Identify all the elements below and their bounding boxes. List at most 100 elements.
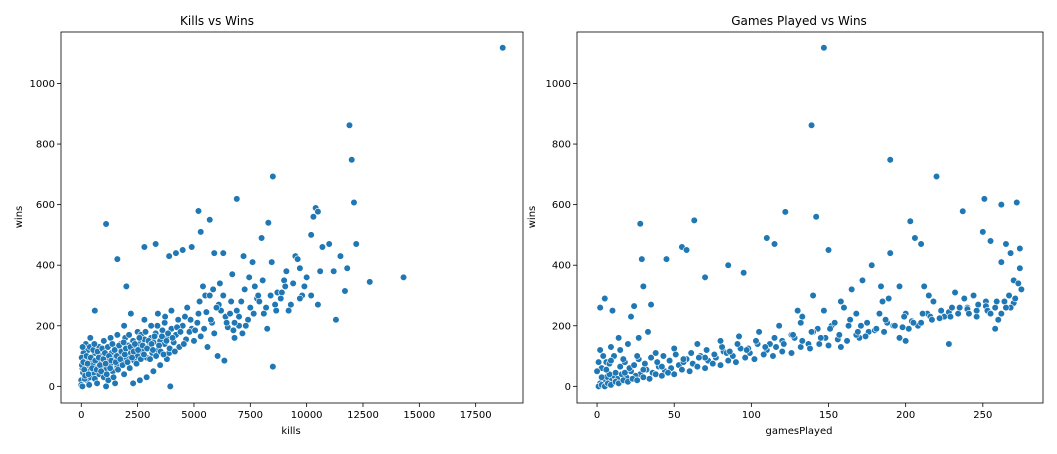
data-point — [652, 349, 660, 357]
data-point — [840, 304, 848, 312]
data-point — [159, 350, 168, 359]
data-point — [946, 313, 955, 321]
data-point — [136, 376, 144, 384]
data-point — [206, 216, 214, 224]
data-point — [665, 357, 674, 365]
data-point — [820, 307, 828, 315]
data-point — [83, 360, 92, 368]
data-point — [645, 375, 654, 383]
data-point — [670, 344, 678, 353]
data-point — [285, 307, 293, 315]
chart-title: Games Played vs Wins — [731, 14, 867, 28]
data-point — [775, 322, 783, 330]
data-point — [1014, 279, 1022, 287]
data-point — [262, 304, 270, 312]
data-point — [991, 325, 999, 333]
data-point — [241, 285, 249, 294]
data-point — [607, 343, 615, 351]
data-point — [895, 282, 904, 291]
data-point — [97, 367, 105, 375]
data-point — [307, 231, 315, 239]
data-point — [900, 313, 908, 321]
data-point — [641, 360, 649, 368]
data-point — [251, 282, 259, 291]
data-point — [272, 307, 280, 315]
data-point — [812, 213, 820, 221]
data-point — [752, 337, 760, 345]
data-point — [701, 364, 709, 372]
data-point — [229, 326, 238, 334]
data-point — [743, 346, 751, 354]
data-point — [638, 255, 646, 263]
data-point — [345, 121, 354, 129]
tick-group: 0 2500 5000 7500 10000 12500 15000 17500 0 200 400… — [30, 79, 492, 421]
data-point — [636, 220, 644, 228]
data-point — [693, 340, 701, 348]
data-point — [176, 328, 185, 336]
data-point — [670, 370, 678, 378]
data-point — [1002, 304, 1010, 312]
data-point — [616, 346, 624, 354]
data-point — [120, 338, 128, 347]
data-point — [153, 322, 162, 330]
data-point — [951, 288, 959, 297]
data-point — [200, 325, 208, 333]
data-point — [155, 341, 163, 350]
data-point — [619, 355, 627, 363]
data-point — [84, 370, 93, 378]
data-point — [733, 340, 742, 348]
data-point — [659, 352, 668, 360]
x-tick-label: 5000 — [181, 410, 206, 421]
data-point — [233, 195, 241, 203]
data-point — [120, 370, 128, 378]
data-point — [309, 213, 318, 221]
data-point — [664, 369, 672, 377]
data-point — [986, 310, 995, 318]
data-point — [106, 334, 115, 342]
data-point — [219, 249, 227, 257]
data-point — [245, 273, 253, 281]
data-point — [959, 207, 967, 215]
chart-title: Kills vs Wins — [180, 14, 254, 28]
data-point — [289, 279, 297, 287]
data-point — [658, 372, 666, 380]
data-point — [120, 322, 128, 330]
data-point — [630, 361, 638, 369]
data-point — [207, 316, 215, 324]
data-point — [843, 337, 851, 345]
data-point — [197, 332, 205, 340]
chart-kills-vs-wins: Kills vs Wins wins kills 0 2500 5000 7500 10… — [14, 14, 524, 437]
data-point — [878, 297, 887, 306]
data-point — [954, 310, 962, 318]
data-point — [266, 291, 275, 300]
data-point — [709, 360, 717, 368]
data-point — [979, 228, 987, 236]
data-point — [193, 319, 201, 327]
data-point — [608, 307, 617, 315]
data-point — [965, 310, 973, 318]
y-tick-label: 1000 — [546, 79, 571, 90]
data-point — [917, 319, 925, 327]
data-point — [716, 361, 725, 369]
data-point — [230, 334, 239, 342]
data-point — [653, 358, 661, 366]
data-point — [875, 310, 884, 318]
data-point — [1013, 198, 1021, 207]
data-point — [806, 344, 814, 353]
y-tick-label: 0 — [565, 382, 571, 393]
data-point — [624, 340, 632, 348]
data-point — [741, 353, 749, 362]
data-point — [611, 369, 620, 377]
data-point — [93, 379, 101, 387]
data-point — [596, 304, 604, 312]
data-point — [296, 264, 304, 272]
data-point — [635, 334, 643, 342]
data-point — [724, 261, 732, 269]
data-point — [877, 282, 885, 291]
data-point — [1005, 291, 1013, 300]
data-point — [174, 316, 182, 324]
data-point — [672, 350, 680, 359]
data-point — [183, 304, 191, 312]
data-point — [662, 255, 671, 263]
data-point — [167, 307, 176, 315]
